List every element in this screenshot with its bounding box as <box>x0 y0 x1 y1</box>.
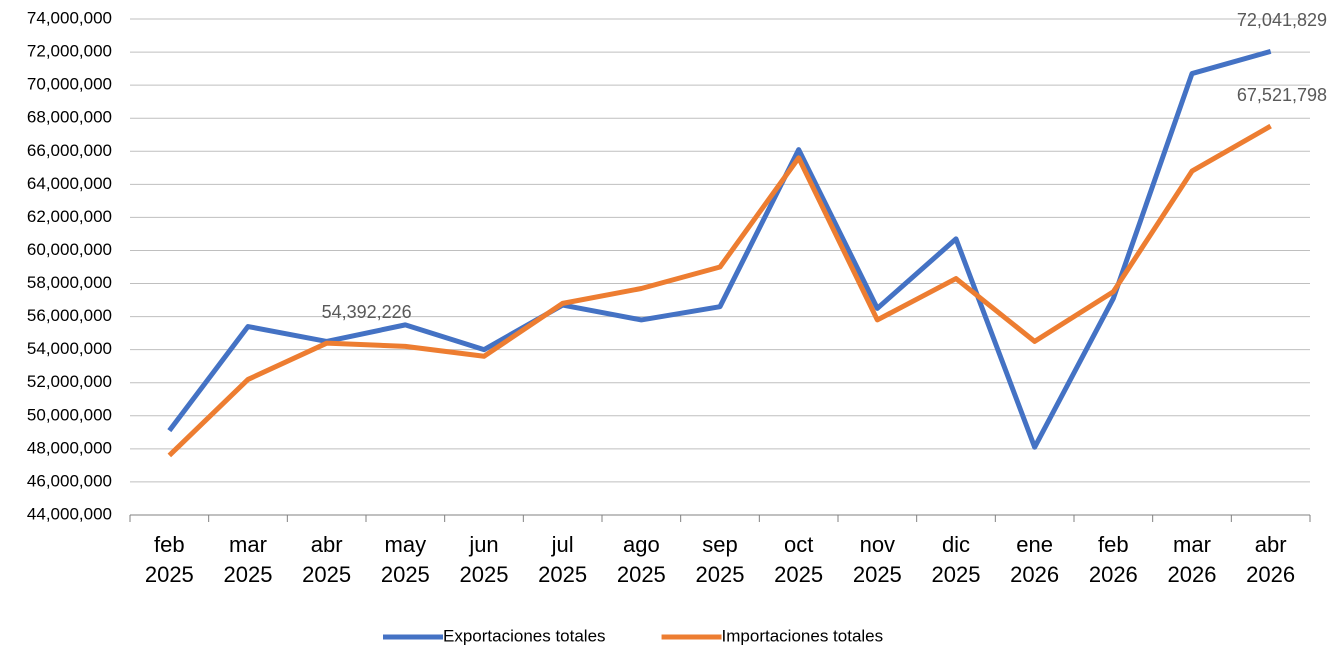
series-line <box>167 123 1272 458</box>
x-tick-label: nov 2025 <box>852 532 902 587</box>
series-line <box>167 48 1272 450</box>
y-tick-label: 62,000,000 <box>27 207 112 226</box>
y-tick-label: 64,000,000 <box>27 174 112 193</box>
y-tick-label: 50,000,000 <box>27 405 112 424</box>
data-label: 54,392,226 <box>322 302 412 322</box>
x-tick-label: jul 2025 <box>538 532 588 587</box>
data-label: 67,521,798 <box>1237 85 1327 105</box>
x-tick-label: feb 2026 <box>1088 532 1138 587</box>
x-tick-label: ene 2026 <box>1010 532 1060 587</box>
data-label: 72,041,829 <box>1237 10 1327 30</box>
y-tick-label: 74,000,000 <box>27 8 112 27</box>
y-tick-label: 70,000,000 <box>27 75 112 94</box>
y-tick-label: 54,000,000 <box>27 339 112 358</box>
x-tick-label: jun 2025 <box>459 532 509 587</box>
legend-label: Exportaciones totales <box>443 626 606 645</box>
y-tick-label: 66,000,000 <box>27 141 112 160</box>
x-tick-label: abr 2026 <box>1246 532 1296 587</box>
x-tick-label: mar 2026 <box>1167 532 1217 587</box>
y-tick-label: 52,000,000 <box>27 372 112 391</box>
x-tick-label: sep 2025 <box>695 532 745 587</box>
y-tick-label: 48,000,000 <box>27 438 112 457</box>
x-tick-label: ago 2025 <box>616 532 666 587</box>
legend-label: Importaciones totales <box>722 626 884 645</box>
y-tick-label: 46,000,000 <box>27 471 112 490</box>
x-tick-label: feb 2025 <box>144 532 194 587</box>
x-tick-label: mar 2025 <box>223 532 273 587</box>
x-tick-label: oct 2025 <box>774 532 824 587</box>
y-tick-label: 56,000,000 <box>27 306 112 325</box>
x-tick-label: abr 2025 <box>302 532 352 587</box>
x-tick-label: may 2025 <box>380 532 430 587</box>
y-tick-label: 44,000,000 <box>27 504 112 523</box>
x-tick-label: dic 2025 <box>931 532 981 587</box>
y-tick-label: 72,000,000 <box>27 42 112 61</box>
y-tick-label: 60,000,000 <box>27 240 112 259</box>
y-tick-label: 58,000,000 <box>27 273 112 292</box>
y-tick-label: 68,000,000 <box>27 108 112 127</box>
